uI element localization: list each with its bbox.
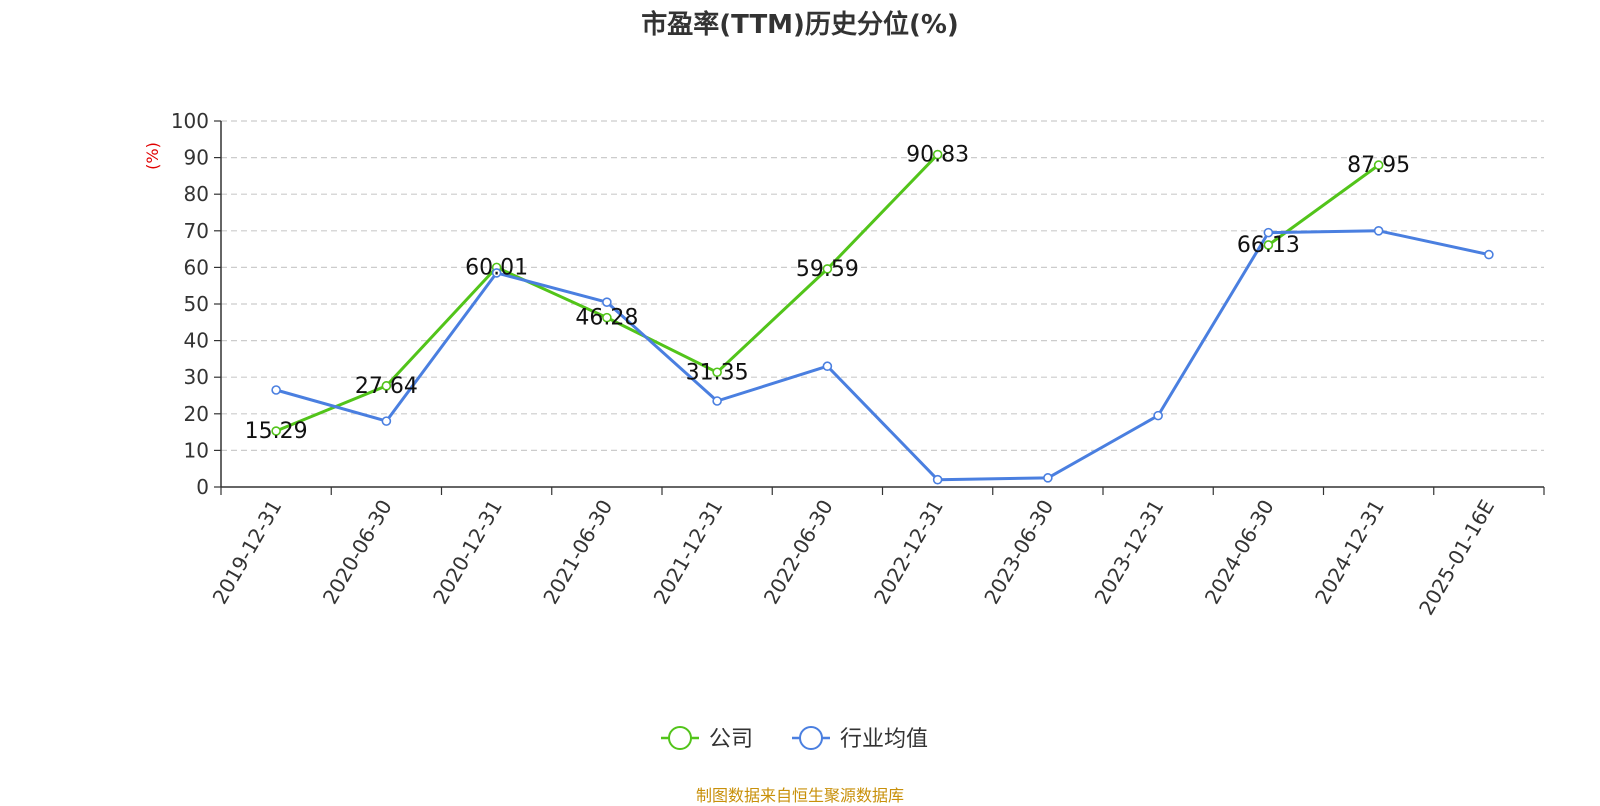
chart-title: 市盈率(TTM)历史分位(%) xyxy=(641,10,959,40)
data-point-company xyxy=(932,149,943,160)
data-point-industry-avg xyxy=(271,385,281,395)
y-tick-label: 0 xyxy=(196,475,209,499)
data-point-company xyxy=(822,264,833,274)
data-point-industry-avg xyxy=(822,361,833,372)
x-tick-label: 2020-12-31 xyxy=(428,496,507,609)
source-note: 制图数据来自恒生聚源数据库 xyxy=(695,786,904,805)
y-tick-label: 90 xyxy=(184,146,209,170)
x-tick-label: 2022-12-31 xyxy=(869,496,948,609)
legend-label-industry-avg: 行业均值 xyxy=(840,727,928,752)
data-point-company xyxy=(271,426,281,436)
data-point-company xyxy=(712,367,722,378)
y-tick-label: 40 xyxy=(184,329,209,353)
data-label: 31.35 xyxy=(686,360,749,385)
data-label: 59.59 xyxy=(796,257,859,282)
data-label: 60.01 xyxy=(465,255,528,280)
x-tick-label: 2021-06-30 xyxy=(538,496,617,609)
data-label: 15.29 xyxy=(245,419,308,444)
y-tick-label: 30 xyxy=(184,365,209,389)
data-point-industry-avg xyxy=(381,416,392,426)
x-tick-label: 2019-12-31 xyxy=(208,496,287,609)
x-tick-label: 2024-06-30 xyxy=(1200,496,1279,609)
x-tick-label: 2023-06-30 xyxy=(979,496,1058,609)
x-tick-label: 2023-12-31 xyxy=(1090,496,1169,609)
x-tick-label: 2020-06-30 xyxy=(318,496,397,609)
data-point-industry-avg xyxy=(712,396,722,406)
data-label: 27.64 xyxy=(355,374,418,399)
data-label: 46.28 xyxy=(575,306,638,331)
data-point-industry-avg xyxy=(1373,226,1384,236)
series-line-company xyxy=(275,153,1380,433)
y-tick-label: 50 xyxy=(184,292,209,316)
legend-marker-company xyxy=(668,726,692,750)
data-point-industry-avg xyxy=(1484,249,1494,260)
x-tick-label: 2022-06-30 xyxy=(759,496,838,609)
legend-label-company: 公司 xyxy=(709,727,753,752)
data-point-industry-avg xyxy=(1263,227,1274,238)
y-tick-label: 100 xyxy=(171,109,209,133)
data-point-industry-avg xyxy=(491,268,502,278)
data-label: 90.83 xyxy=(906,143,969,168)
data-point-company xyxy=(1263,240,1274,250)
legend-marker-industry-avg xyxy=(799,726,823,750)
data-label: 87.95 xyxy=(1347,153,1410,178)
y-tick-label: 60 xyxy=(184,255,209,279)
y-tick-label: 70 xyxy=(184,219,209,243)
x-tick-label: 2025-01-16E xyxy=(1414,496,1499,620)
y-axis-label: (%) xyxy=(143,142,162,170)
y-tick-label: 20 xyxy=(184,402,209,426)
data-point-industry-avg xyxy=(1153,410,1163,421)
y-tick-label: 10 xyxy=(184,438,209,462)
data-point-industry-avg xyxy=(1043,473,1053,483)
y-tick-label: 80 xyxy=(184,182,209,206)
data-point-company xyxy=(381,381,392,391)
x-tick-label: 2024-12-31 xyxy=(1310,496,1389,609)
data-point-industry-avg xyxy=(932,474,943,485)
data-point-industry-avg xyxy=(602,297,612,307)
data-point-company xyxy=(1373,160,1384,170)
series-line-industry-avg xyxy=(275,229,1490,482)
data-point-company xyxy=(602,312,612,323)
x-tick-label: 2021-12-31 xyxy=(649,496,728,609)
data-label: 66.13 xyxy=(1237,233,1300,258)
